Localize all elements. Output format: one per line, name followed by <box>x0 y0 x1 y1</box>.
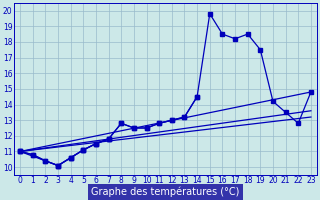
X-axis label: Graphe des températures (°C): Graphe des températures (°C) <box>91 187 240 197</box>
